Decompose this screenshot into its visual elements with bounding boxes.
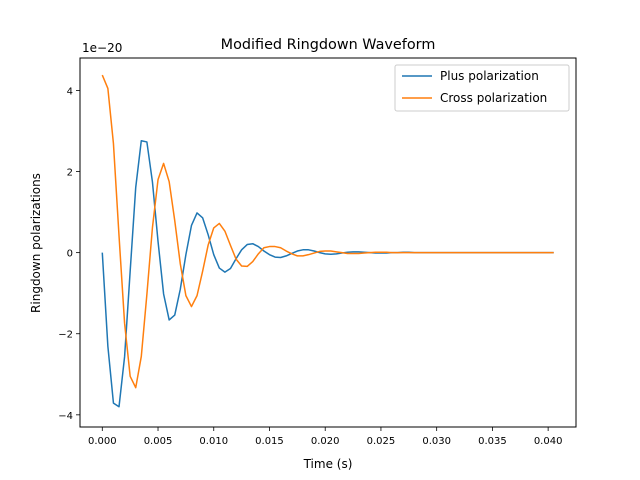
x-axis-label: Time (s)	[303, 457, 353, 471]
x-tick-label: 0.030	[422, 436, 451, 447]
axes-frame	[79, 57, 577, 428]
x-tick-label: 0.025	[367, 436, 396, 447]
y-axis: −4 −2 0 2 4	[58, 86, 80, 422]
x-tick-label: 0.035	[478, 436, 507, 447]
legend-box	[394, 64, 570, 112]
y-tick-label: 2	[67, 168, 73, 179]
x-axis: 0.000 0.005 0.010 0.015 0.020 0.025 0.030 0.035…	[88, 427, 562, 447]
y-axis-label: Ringdown polarizations	[29, 173, 43, 313]
plot-area	[101, 74, 554, 408]
legend-label-cross: Cross polarization	[440, 91, 547, 105]
legend: Plus polarization Cross polarization	[394, 64, 570, 112]
y-tick-label: −2	[58, 330, 73, 341]
y-tick-label: 4	[67, 86, 73, 97]
x-tick-label: 0.000	[88, 436, 117, 447]
series-line-cross	[101, 74, 554, 389]
chart-title: Modified Ringdown Waveform	[221, 37, 436, 53]
x-tick-label: 0.015	[255, 436, 284, 447]
y-offset-label: 1e−20	[82, 41, 122, 55]
x-tick-label: 0.005	[144, 436, 173, 447]
y-tick-label: 0	[67, 249, 73, 260]
x-tick-label: 0.040	[534, 436, 563, 447]
x-tick-label: 0.020	[311, 436, 340, 447]
x-tick-label: 0.010	[199, 436, 228, 447]
y-tick-label: −4	[58, 411, 73, 422]
legend-label-plus: Plus polarization	[440, 69, 539, 83]
